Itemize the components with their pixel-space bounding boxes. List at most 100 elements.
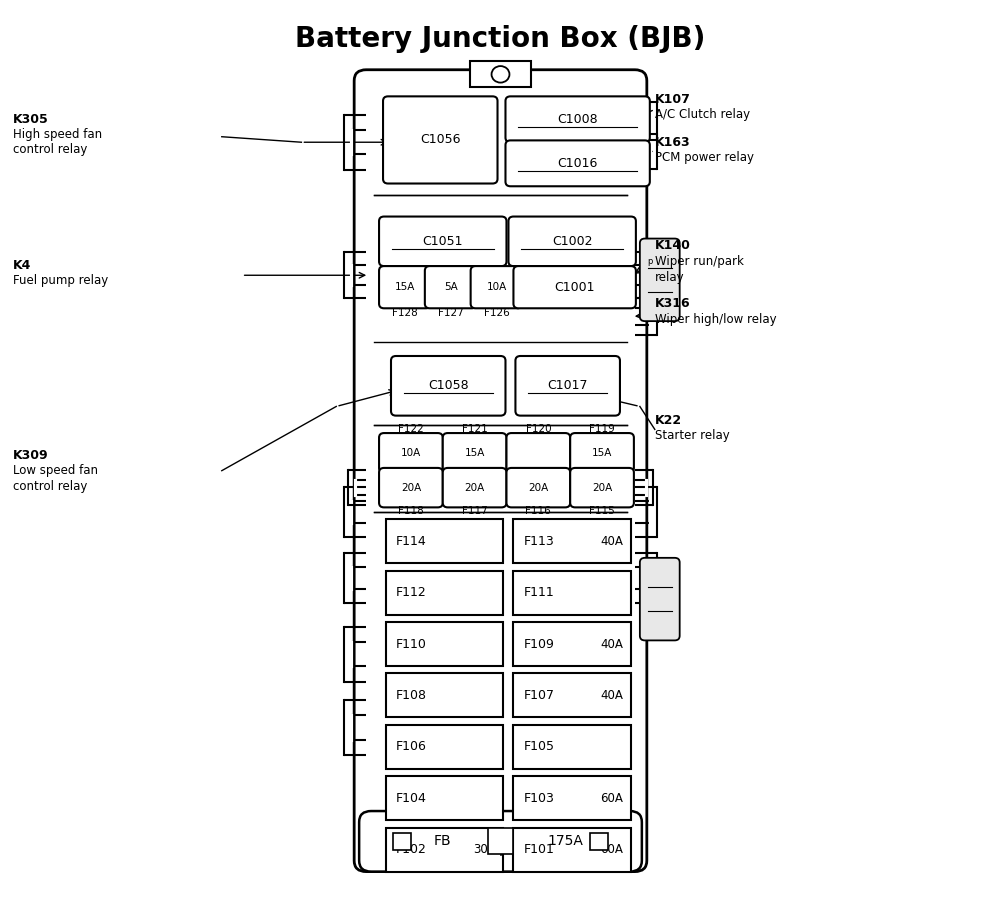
Text: p: p: [647, 257, 653, 266]
Bar: [386, 828, 504, 871]
Text: 40A: 40A: [600, 534, 623, 548]
FancyBboxPatch shape: [470, 266, 523, 308]
Text: 40A: 40A: [600, 689, 623, 702]
Text: 40A: 40A: [600, 638, 623, 651]
Text: FB: FB: [434, 834, 451, 848]
Text: Battery Junction Box (BJB): Battery Junction Box (BJB): [295, 26, 706, 54]
FancyBboxPatch shape: [442, 433, 507, 473]
Bar: [386, 622, 504, 666]
Text: relay: relay: [655, 270, 685, 283]
Text: 15A: 15A: [394, 282, 415, 293]
Text: F105: F105: [524, 740, 555, 753]
FancyBboxPatch shape: [391, 356, 506, 415]
Text: F117: F117: [461, 506, 487, 516]
FancyBboxPatch shape: [379, 266, 430, 308]
Text: 175A: 175A: [548, 834, 584, 848]
Text: 60A: 60A: [600, 792, 623, 805]
Bar: [514, 520, 631, 563]
Text: F118: F118: [398, 506, 423, 516]
Text: PCM power relay: PCM power relay: [655, 151, 754, 164]
Text: control relay: control relay: [13, 480, 87, 493]
Text: F127: F127: [437, 308, 463, 318]
Text: Low speed fan: Low speed fan: [13, 464, 98, 477]
Text: K163: K163: [655, 136, 691, 149]
FancyBboxPatch shape: [359, 811, 642, 871]
Text: 15A: 15A: [592, 448, 613, 458]
Text: F110: F110: [396, 638, 426, 651]
Text: F113: F113: [524, 534, 555, 548]
Bar: [514, 622, 631, 666]
Text: Starter relay: Starter relay: [655, 429, 730, 442]
FancyBboxPatch shape: [640, 557, 680, 641]
Text: C1001: C1001: [555, 281, 595, 294]
Text: F120: F120: [526, 424, 552, 434]
Text: F115: F115: [590, 506, 615, 516]
Text: F121: F121: [461, 424, 487, 434]
Text: K316: K316: [655, 297, 691, 310]
FancyBboxPatch shape: [509, 217, 636, 266]
FancyBboxPatch shape: [640, 238, 680, 321]
Text: F114: F114: [396, 534, 426, 548]
Text: K309: K309: [13, 449, 48, 462]
Text: K140: K140: [655, 239, 691, 252]
Text: K22: K22: [655, 414, 682, 426]
Text: F128: F128: [392, 308, 417, 318]
Text: 20A: 20A: [592, 483, 613, 493]
FancyBboxPatch shape: [442, 468, 507, 508]
Text: F102: F102: [396, 843, 426, 856]
FancyBboxPatch shape: [507, 468, 571, 508]
Text: F104: F104: [396, 792, 426, 805]
Text: F111: F111: [524, 586, 555, 599]
Text: control relay: control relay: [13, 143, 87, 156]
Text: C1056: C1056: [420, 134, 460, 147]
Text: C1058: C1058: [427, 379, 468, 392]
Text: F107: F107: [524, 689, 555, 702]
FancyBboxPatch shape: [571, 468, 634, 508]
FancyBboxPatch shape: [379, 468, 442, 508]
Bar: [386, 674, 504, 717]
FancyBboxPatch shape: [379, 217, 507, 266]
Text: F112: F112: [396, 586, 426, 599]
Text: F119: F119: [590, 424, 615, 434]
Bar: [386, 570, 504, 615]
Text: F126: F126: [483, 308, 510, 318]
Bar: [386, 520, 504, 563]
Text: C1016: C1016: [558, 157, 598, 170]
Text: Wiper run/park: Wiper run/park: [655, 255, 744, 268]
Bar: [514, 828, 631, 871]
Text: 20A: 20A: [464, 483, 484, 493]
FancyBboxPatch shape: [514, 266, 636, 308]
Text: F108: F108: [396, 689, 427, 702]
FancyBboxPatch shape: [383, 96, 497, 184]
Text: 10A: 10A: [400, 448, 421, 458]
Text: F101: F101: [524, 843, 555, 856]
Text: F122: F122: [398, 424, 423, 434]
Text: Fuel pump relay: Fuel pump relay: [13, 274, 108, 287]
FancyBboxPatch shape: [516, 356, 620, 415]
Text: 30A: 30A: [472, 843, 495, 856]
Bar: [393, 833, 410, 849]
Bar: [514, 674, 631, 717]
FancyBboxPatch shape: [470, 62, 531, 87]
FancyBboxPatch shape: [506, 140, 650, 186]
Text: C1051: C1051: [422, 234, 463, 247]
Text: F106: F106: [396, 740, 426, 753]
Bar: [386, 776, 504, 821]
Text: High speed fan: High speed fan: [13, 128, 102, 141]
Text: 15A: 15A: [464, 448, 484, 458]
FancyBboxPatch shape: [507, 433, 571, 473]
FancyBboxPatch shape: [354, 70, 647, 871]
Text: 60A: 60A: [600, 843, 623, 856]
Bar: [478, 817, 523, 835]
FancyBboxPatch shape: [379, 433, 442, 473]
Text: 20A: 20A: [529, 483, 549, 493]
Bar: [487, 829, 514, 854]
Text: 5A: 5A: [443, 282, 457, 293]
Text: C1002: C1002: [552, 234, 593, 247]
Bar: [514, 570, 631, 615]
Text: K305: K305: [13, 113, 48, 126]
Text: A/C Clutch relay: A/C Clutch relay: [655, 108, 750, 121]
Text: K107: K107: [655, 92, 691, 105]
Text: F109: F109: [524, 638, 555, 651]
FancyBboxPatch shape: [571, 433, 634, 473]
